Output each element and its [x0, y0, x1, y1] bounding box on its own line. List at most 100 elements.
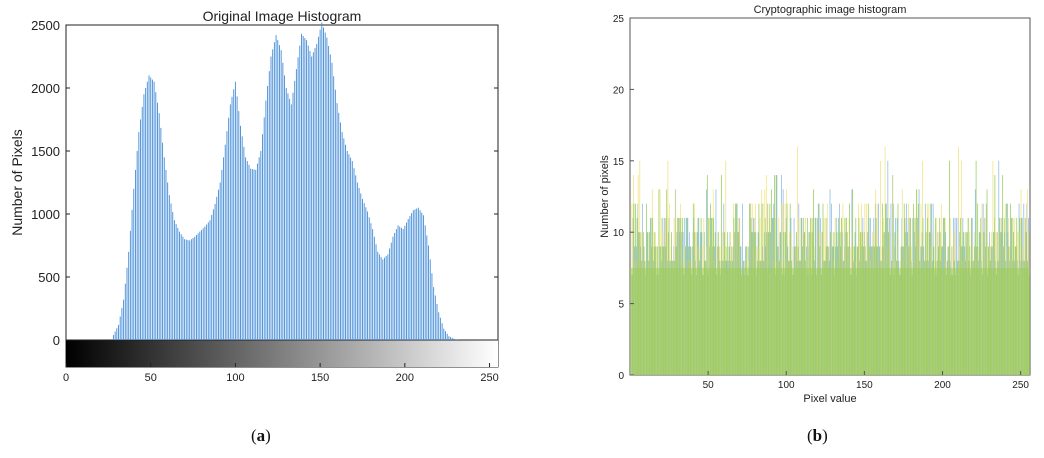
- y-tick-label: 500: [38, 270, 60, 285]
- bar: [424, 225, 426, 340]
- bar: [407, 219, 409, 340]
- bar: [441, 323, 443, 340]
- bar: [434, 295, 436, 340]
- bar: [138, 132, 140, 340]
- bar: [450, 337, 452, 340]
- chart-title-b: Cryptographic image histogram: [754, 4, 907, 16]
- bar: [267, 85, 269, 341]
- bar: [177, 227, 179, 340]
- bar: [192, 237, 194, 340]
- x-tick-label: 0: [63, 372, 69, 384]
- bar: [190, 239, 192, 340]
- bar: [375, 244, 377, 340]
- x-tick-label: 100: [226, 372, 244, 384]
- bar: [265, 100, 267, 340]
- x-tick-label: 200: [396, 372, 414, 384]
- x-tick-label: 50: [145, 372, 157, 384]
- bar: [285, 88, 287, 340]
- ticks-b: 50 100 150 200 250 0 5 10 15 20 25: [613, 14, 1030, 391]
- bar: [155, 92, 157, 340]
- bar: [185, 239, 187, 340]
- bar: [289, 98, 291, 340]
- bar: [187, 240, 189, 340]
- bar: [201, 229, 202, 340]
- bar: [238, 111, 240, 340]
- bar: [121, 308, 123, 340]
- bar: [346, 151, 348, 340]
- x-tick-label: 150: [856, 380, 873, 391]
- bar: [133, 188, 135, 340]
- bar: [112, 334, 114, 340]
- bar: [216, 196, 218, 340]
- bar: [245, 157, 247, 340]
- bar: [260, 151, 262, 340]
- y-tick-label: 10: [613, 228, 625, 239]
- bar: [333, 76, 335, 341]
- bar: [258, 157, 260, 340]
- bar: [395, 229, 397, 340]
- bar: [209, 220, 211, 340]
- bar: [394, 232, 396, 340]
- y-tick-label: 0: [53, 333, 60, 348]
- bar: [290, 104, 292, 340]
- bar: [248, 164, 250, 340]
- bar: [124, 283, 126, 340]
- bar: [214, 203, 216, 340]
- bar: [367, 211, 369, 340]
- bar: [301, 33, 302, 340]
- bar: [223, 157, 225, 340]
- y-tick-label: 2000: [31, 81, 60, 96]
- bar: [451, 337, 453, 340]
- bar: [251, 169, 253, 340]
- y-tick-label: 5: [618, 300, 624, 311]
- x-tick-label: 100: [778, 380, 795, 391]
- bar: [118, 324, 119, 340]
- bar: [312, 52, 314, 341]
- bar: [306, 40, 308, 341]
- bar: [419, 210, 421, 340]
- bar: [409, 216, 411, 340]
- bar: [356, 182, 358, 340]
- bar: [170, 203, 172, 340]
- bar: [351, 161, 353, 340]
- bar: [438, 312, 440, 340]
- bar: [207, 222, 209, 340]
- bar: [348, 154, 350, 340]
- bar: [221, 169, 223, 340]
- bar: [206, 224, 208, 340]
- bar: [180, 234, 182, 340]
- bar: [173, 220, 175, 340]
- bar: [270, 56, 272, 340]
- bar: [406, 222, 407, 340]
- bar: [240, 125, 241, 340]
- bar: [146, 81, 148, 340]
- bar: [126, 267, 128, 340]
- bar: [211, 214, 213, 340]
- bar: [197, 233, 199, 340]
- bar: [151, 79, 153, 340]
- bar: [304, 38, 306, 341]
- bar: [321, 22, 323, 340]
- bar: [278, 45, 280, 340]
- caption-b: (b): [807, 426, 828, 445]
- bar: [358, 187, 360, 340]
- bar: [431, 273, 433, 340]
- bar: [382, 259, 384, 340]
- bar: [390, 242, 392, 340]
- bar: [338, 112, 340, 340]
- bar: [372, 229, 374, 340]
- bar: [316, 43, 318, 341]
- bar: [160, 127, 162, 341]
- bar: [385, 256, 387, 340]
- bar: [365, 207, 367, 340]
- bar: [448, 336, 450, 340]
- bar: [229, 104, 231, 340]
- bar: [433, 287, 435, 340]
- bar: [439, 317, 441, 340]
- bar: [162, 142, 164, 340]
- bar: [389, 248, 391, 340]
- bar: [145, 88, 147, 340]
- bars-b: [630, 146, 1030, 375]
- bar: [167, 182, 169, 340]
- bar: [412, 210, 414, 340]
